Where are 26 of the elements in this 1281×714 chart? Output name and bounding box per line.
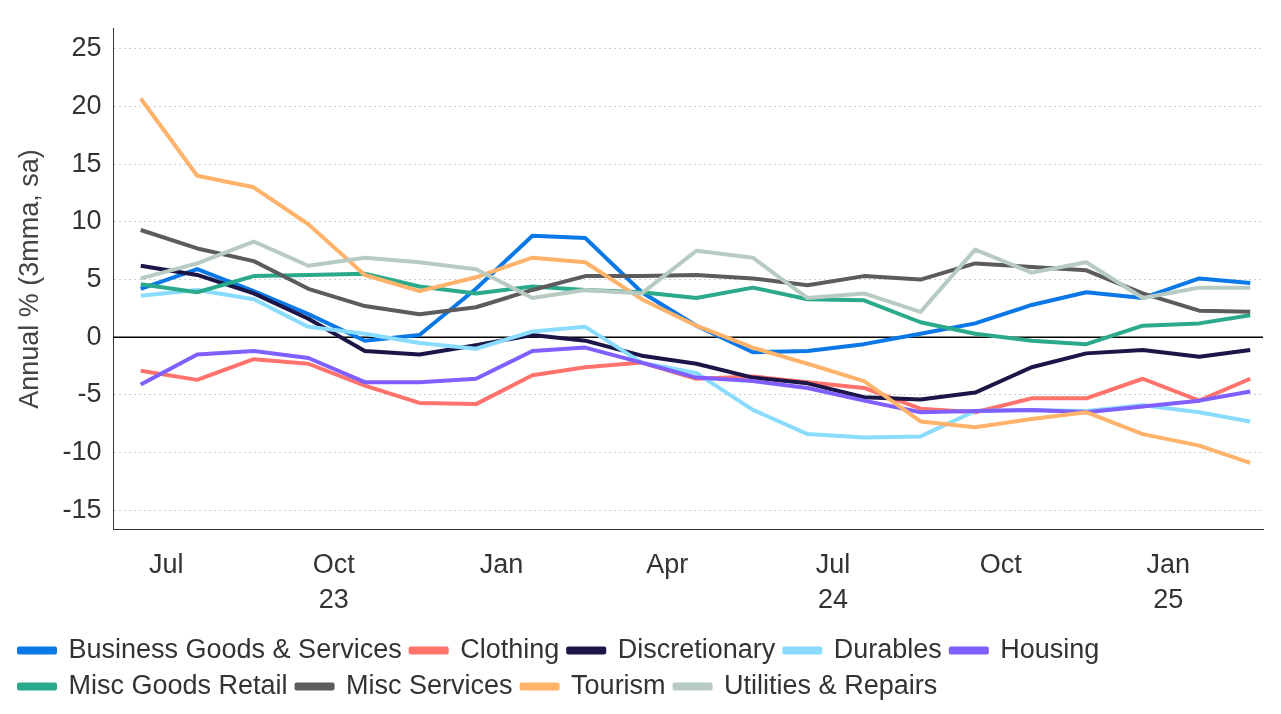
y-tick-label: -15 bbox=[62, 493, 102, 524]
x-tick-label: Jan 25 bbox=[1146, 548, 1191, 614]
x-tick-label: Apr bbox=[646, 548, 689, 579]
x-tick-label: Oct 23 bbox=[312, 548, 356, 614]
legend-label: Housing bbox=[1000, 633, 1100, 664]
y-tick-label: 10 bbox=[71, 205, 102, 236]
legend-label: Business Goods & Services bbox=[68, 633, 402, 664]
y-tick-label: 20 bbox=[71, 90, 102, 121]
x-tick-label: Jul bbox=[149, 548, 184, 579]
y-tick-label: 0 bbox=[86, 320, 102, 351]
legend-label: Tourism bbox=[571, 669, 666, 700]
y-tick-label: -10 bbox=[62, 436, 102, 466]
x-tick-label: Oct bbox=[979, 548, 1023, 579]
legend-label: Misc Goods Retail bbox=[68, 669, 288, 700]
x-tick-label: Jul 24 bbox=[815, 548, 851, 614]
legend-label: Misc Services bbox=[346, 669, 513, 700]
legend-label: Utilities & Repairs bbox=[724, 669, 938, 700]
legend-label: Discretionary bbox=[617, 633, 776, 664]
y-tick-label: 5 bbox=[86, 263, 102, 294]
y-axis-title: Annual % (3mma, sa) bbox=[13, 149, 44, 409]
y-tick-label: 25 bbox=[71, 32, 102, 63]
legend-label: Durables bbox=[833, 633, 942, 664]
legend-label: Clothing bbox=[460, 633, 560, 664]
y-tick-label: 15 bbox=[71, 147, 102, 178]
y-tick-label: -5 bbox=[77, 378, 102, 409]
x-tick-label: Jan bbox=[479, 548, 524, 579]
